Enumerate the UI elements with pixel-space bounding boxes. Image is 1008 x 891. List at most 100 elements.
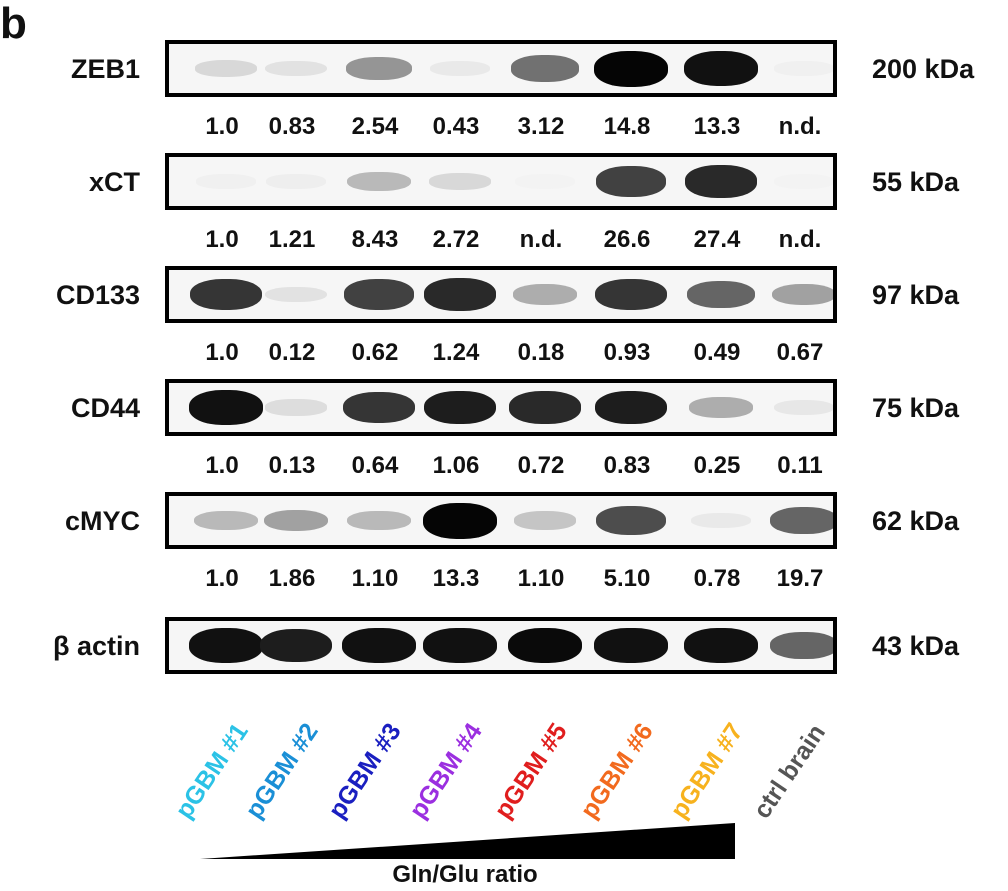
protein-band xyxy=(195,174,257,189)
protein-band xyxy=(769,631,833,660)
protein-band xyxy=(596,505,666,536)
quantification-value: 27.4 xyxy=(693,226,741,253)
molecular-weight-label: 62 kDa xyxy=(872,506,960,536)
protein-band xyxy=(513,511,577,530)
quantification-value: 3.12 xyxy=(517,113,565,140)
quantification-value: 1.0 xyxy=(205,113,239,140)
protein-band xyxy=(595,166,667,197)
protein-band xyxy=(265,399,327,416)
gln-glu-ratio-wedge xyxy=(200,823,735,859)
quantification-value: 13.3 xyxy=(432,565,480,592)
quantification-value: 26.6 xyxy=(603,226,651,253)
protein-band xyxy=(594,628,668,663)
protein-band xyxy=(342,628,416,663)
quantification-value: 0.18 xyxy=(517,339,565,366)
protein-band xyxy=(347,171,411,192)
blot-strip xyxy=(165,492,837,549)
blot-strip xyxy=(165,153,837,210)
protein-band xyxy=(511,55,579,82)
protein-band xyxy=(594,390,668,425)
quantification-value: 0.83 xyxy=(603,452,651,479)
molecular-weight-label: 200 kDa xyxy=(872,54,975,84)
protein-band xyxy=(343,391,415,424)
quantification-value: 1.0 xyxy=(205,226,239,253)
protein-band xyxy=(194,510,258,531)
quantification-value: 1.10 xyxy=(351,565,399,592)
protein-band xyxy=(423,390,497,425)
protein-band xyxy=(769,506,833,535)
protein-band xyxy=(686,280,756,309)
quantification-value: 1.0 xyxy=(205,452,239,479)
quantification-value: 1.0 xyxy=(205,339,239,366)
protein-band xyxy=(346,57,412,80)
quantification-value: 0.13 xyxy=(268,452,316,479)
quantification-value: 2.72 xyxy=(432,226,480,253)
quantification-value: 0.64 xyxy=(351,452,399,479)
protein-band xyxy=(423,502,497,539)
lane-label: pGBM #5 xyxy=(489,718,573,824)
panel-letter: b xyxy=(0,0,27,48)
protein-band xyxy=(512,284,578,305)
quantification-value: 0.67 xyxy=(776,339,824,366)
protein-band xyxy=(265,174,327,189)
protein-band xyxy=(684,51,758,86)
quantification-value: 0.25 xyxy=(693,452,741,479)
protein-band xyxy=(429,173,491,190)
protein-band xyxy=(771,283,833,306)
protein-band xyxy=(509,391,581,424)
quantification-value: n.d. xyxy=(778,226,822,253)
protein-band xyxy=(594,50,668,87)
lane-label: pGBM #6 xyxy=(575,718,659,824)
quantification-value: 1.86 xyxy=(268,565,316,592)
protein-band xyxy=(347,510,411,531)
quantification-value: 2.54 xyxy=(351,113,399,140)
quantification-value: 0.72 xyxy=(517,452,565,479)
protein-band xyxy=(773,399,833,416)
quantification-value: 0.43 xyxy=(432,113,480,140)
protein-band xyxy=(424,278,496,311)
protein-band xyxy=(423,628,497,663)
quantification-value: 1.10 xyxy=(517,565,565,592)
protein-label: cMYC xyxy=(64,506,140,536)
protein-band xyxy=(429,60,491,77)
protein-band xyxy=(263,509,329,532)
protein-band xyxy=(259,628,333,663)
protein-band xyxy=(189,390,263,425)
protein-band xyxy=(195,60,257,77)
quantification-value: 0.49 xyxy=(693,339,741,366)
molecular-weight-label: 75 kDa xyxy=(872,393,960,423)
quantification-value: 14.8 xyxy=(603,113,651,140)
molecular-weight-label: 43 kDa xyxy=(872,631,960,661)
quantification-value: n.d. xyxy=(519,226,563,253)
quantification-value: 1.24 xyxy=(432,339,480,366)
quantification-value: 19.7 xyxy=(776,565,824,592)
protein-band xyxy=(773,174,833,189)
lane-label: pGBM #7 xyxy=(665,718,749,824)
protein-label: CD44 xyxy=(70,393,140,423)
protein-band xyxy=(685,165,757,198)
protein-band xyxy=(684,628,758,663)
lane-label: ctrl brain xyxy=(748,719,832,824)
quantification-value: 8.43 xyxy=(351,226,399,253)
protein-label: β actin xyxy=(53,631,140,661)
quantification-value: 0.12 xyxy=(268,339,316,366)
protein-label: CD133 xyxy=(55,280,140,310)
quantification-value: 0.78 xyxy=(693,565,741,592)
protein-band xyxy=(343,279,415,310)
protein-label: ZEB1 xyxy=(70,54,140,84)
blot-strip xyxy=(165,617,837,674)
protein-band xyxy=(690,512,752,529)
protein-band xyxy=(190,278,262,311)
protein-band xyxy=(773,61,833,76)
lane-label: pGBM #4 xyxy=(404,718,488,824)
quantification-value: 0.93 xyxy=(603,339,651,366)
quantification-value: 1.0 xyxy=(205,565,239,592)
ratio-label: Gln/Glu ratio xyxy=(392,861,538,888)
quantification-value: n.d. xyxy=(778,113,822,140)
quantification-value: 13.3 xyxy=(693,113,741,140)
blot-strip xyxy=(165,379,837,436)
quantification-value: 1.21 xyxy=(268,226,316,253)
lane-label: pGBM #3 xyxy=(323,718,407,824)
protein-label: xCT xyxy=(88,167,140,197)
quantification-value: 0.62 xyxy=(351,339,399,366)
